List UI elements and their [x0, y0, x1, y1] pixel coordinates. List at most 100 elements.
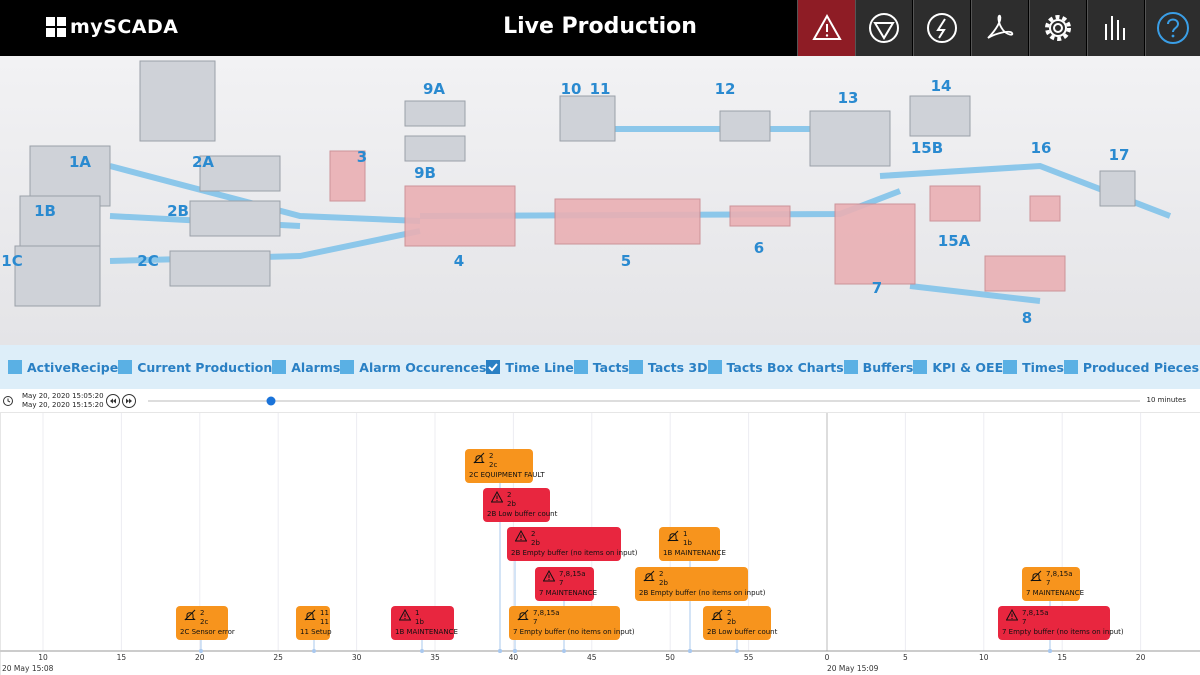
alarm-tags: 7,8,15a — [559, 570, 586, 578]
station-label: 15A — [937, 232, 971, 250]
tab[interactable]: Tacts — [573, 360, 629, 375]
range-end: May 20, 2020 15:15:20 — [22, 401, 104, 409]
checkbox — [486, 360, 501, 374]
tab-label: Times — [1022, 359, 1064, 375]
station-label: 2C — [137, 252, 159, 270]
tick-label: 0 — [824, 653, 830, 662]
alarm-icon — [667, 530, 679, 542]
alarm-tags: 7,8,15a — [1022, 609, 1049, 617]
connector-dot — [498, 649, 502, 653]
alarm-icon — [491, 491, 503, 503]
connector-dot — [420, 649, 424, 653]
station-label: 1C — [1, 252, 23, 270]
alarm-icon — [517, 609, 529, 621]
power-button[interactable] — [913, 0, 970, 56]
station-label: 1A — [68, 153, 92, 171]
alarm-text: 2C Sensor error — [180, 628, 235, 636]
alarm-line: 11 — [320, 618, 329, 626]
tab-label: Tacts Box Charts — [726, 359, 844, 375]
tab[interactable]: Buffers — [843, 360, 913, 375]
tick-label: 20 — [1135, 653, 1146, 662]
tick-label: 30 — [351, 653, 362, 662]
station-label: 9B — [414, 164, 436, 182]
tab-label: Alarm Occurences — [359, 359, 487, 375]
tab[interactable]: Time Line — [486, 359, 574, 375]
checkbox — [913, 360, 928, 374]
settings-button[interactable] — [1029, 0, 1086, 56]
station-label: 11 — [589, 80, 611, 98]
tab-label: ActiveRecipe — [27, 359, 119, 375]
checkbox — [1063, 360, 1078, 374]
alarm-icon — [711, 609, 723, 621]
alarm-tags: 2 — [489, 452, 494, 460]
tab[interactable]: ActiveRecipe — [8, 360, 118, 375]
station-label: 12 — [714, 80, 736, 98]
alarm-card[interactable]: 2 2c 2C EQUIPMENT FAULT — [465, 449, 545, 483]
tick-label: 40 — [508, 653, 519, 662]
alarm-icon — [543, 570, 555, 582]
alarm-card[interactable]: 1 1b 1B MAINTENANCE — [659, 527, 726, 561]
alarm-card[interactable]: 2 2b 2B Low buffer count — [483, 488, 557, 522]
stop-button[interactable] — [855, 0, 912, 56]
range-start: May 20, 2020 15:05:20 — [22, 392, 104, 400]
alarm-card[interactable]: 7,8,15a 7 7 Empty buffer (no items on inpu… — [998, 606, 1124, 640]
alarm-text: 2B Low buffer count — [707, 628, 778, 636]
alarm-card[interactable]: 7,8,15a 7 7 MAINTENANCE — [1022, 567, 1084, 601]
alarm-button[interactable] — [797, 0, 855, 56]
checkbox — [340, 360, 355, 374]
alarm-text: 7 Empty buffer (no items on input) — [513, 628, 635, 636]
alarm-card[interactable]: 7,8,15a 7 7 MAINTENANCE — [535, 567, 597, 601]
tab[interactable]: Times — [1003, 360, 1064, 375]
alarm-text: 11 Setup — [300, 628, 332, 636]
alarm-card[interactable]: 2 2b 2B Empty buffer (no items on input) — [507, 527, 637, 561]
alarm-tags: 7,8,15a — [1046, 570, 1073, 578]
tick-label: 35 — [430, 653, 440, 662]
tab[interactable]: Tacts 3D — [628, 360, 708, 375]
slider[interactable] — [146, 395, 1146, 407]
alarm-line: 7 — [559, 579, 564, 587]
alarm-tags: 7,8,15a — [533, 609, 560, 617]
step-buttons[interactable] — [106, 393, 138, 409]
tick-label: 15 — [116, 653, 127, 662]
charts-button[interactable] — [1087, 0, 1144, 56]
tab[interactable]: Tacts Box Charts — [707, 359, 844, 375]
connector-dot — [199, 649, 203, 653]
timeline: 10 15 20 25 30 35 40 45 50 55 0 5 10 15 20 20 May 15:08… — [0, 413, 1200, 675]
tab-label: Current Production — [137, 359, 273, 375]
tab[interactable]: Current Production — [118, 360, 272, 375]
alarm-card[interactable]: 2 2b 2B Low buffer count — [703, 606, 777, 640]
station-label: 6 — [753, 239, 765, 257]
alarm-line: 2b — [531, 539, 540, 547]
alarm-icon — [304, 609, 316, 621]
alarm-card[interactable]: 2 2b 2B Empty buffer (no items on input) — [635, 567, 765, 601]
help-button[interactable] — [1145, 0, 1200, 56]
tab[interactable]: Produced Pieces — [1063, 360, 1199, 375]
tab[interactable]: Alarm Occurences — [340, 360, 486, 375]
alarm-tags: 2 — [659, 570, 664, 578]
checkbox — [707, 360, 722, 374]
station-label: 13 — [837, 89, 859, 107]
alarm-tags: 1 — [415, 609, 420, 617]
tab-label: Time Line — [505, 359, 574, 375]
station-label: 9A — [422, 80, 446, 98]
logo: mySCADA — [70, 16, 179, 38]
alarm-card[interactable]: 7,8,15a 7 7 Empty buffer (no items on inpu… — [509, 606, 635, 640]
tab[interactable]: Alarms — [272, 360, 340, 375]
alarm-line: 2b — [727, 618, 736, 626]
alarm-line: 2b — [507, 500, 516, 508]
alarm-card[interactable]: 1 1b 1B MAINTENANCE — [391, 606, 458, 640]
alarm-card[interactable]: 11 11 11 Setup — [296, 606, 332, 640]
station-label: 2A — [191, 153, 215, 171]
tick-label: 20 — [195, 653, 205, 662]
pdf-button[interactable] — [971, 0, 1028, 56]
alarm-icon — [473, 452, 485, 464]
tick-label: 15 — [1057, 653, 1067, 662]
station-label: 2B — [167, 202, 189, 220]
timeline-controls: May 20, 2020 15:05:20 May 20, 2020 15:15… — [0, 389, 1200, 413]
alarm-line: 2c — [200, 618, 209, 626]
tab[interactable]: KPI & OEE — [913, 360, 1003, 375]
checkbox — [1003, 360, 1018, 374]
alarm-card[interactable]: 2 2c 2C Sensor error — [176, 606, 235, 640]
history-icon[interactable] — [2, 395, 14, 407]
tab-bar: ActiveRecipe Current Production Alarms Alar… — [0, 345, 1200, 389]
